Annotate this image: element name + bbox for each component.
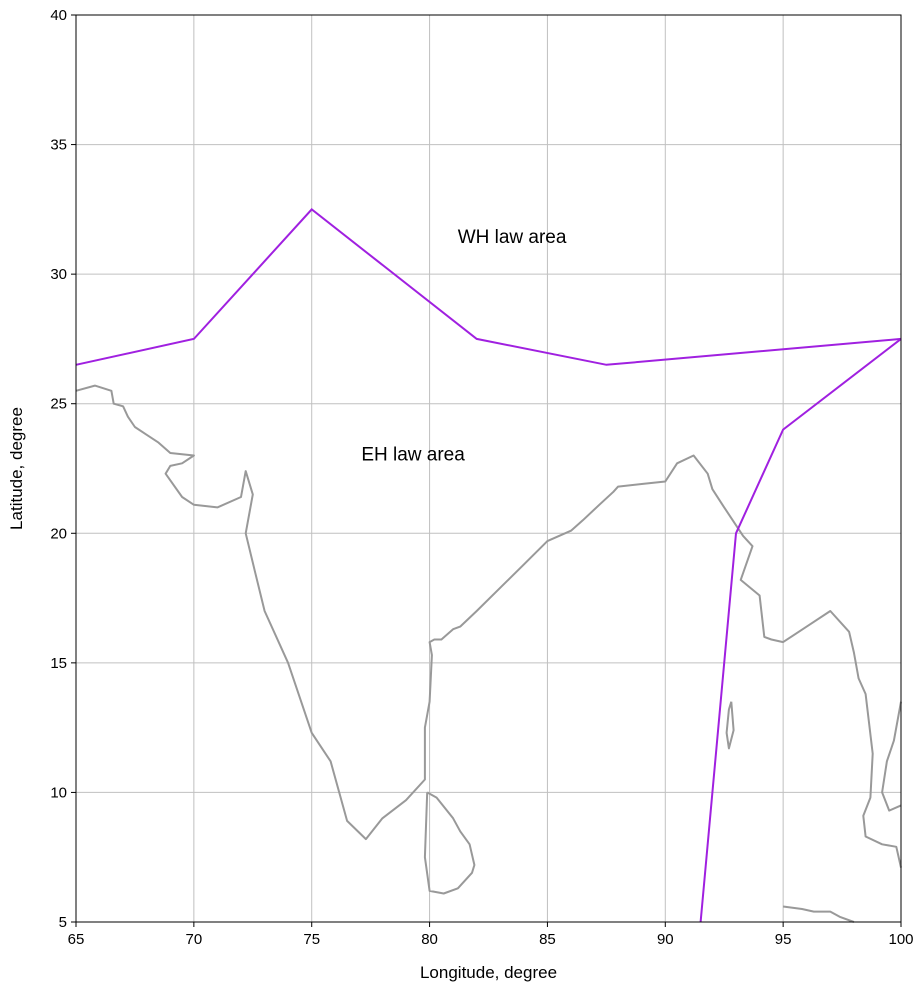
x-axis-ticks: 65 70 75 80 85 90 95 100 bbox=[68, 922, 914, 948]
plot-frame bbox=[75, 14, 902, 923]
law-boundary-line bbox=[75, 208, 902, 366]
x-tick-label: 85 bbox=[539, 931, 556, 948]
annotations: WH law area EH law area bbox=[361, 227, 567, 466]
x-axis-label: Longitude, degree bbox=[420, 963, 557, 982]
gridlines bbox=[75, 14, 902, 923]
coastline-layer bbox=[75, 384, 902, 923]
y-tick-label: 15 bbox=[50, 655, 67, 672]
y-tick-label: 40 bbox=[50, 7, 67, 24]
x-tick-label: 65 bbox=[68, 931, 85, 948]
y-tick-label: 20 bbox=[50, 525, 67, 542]
x-tick-label: 80 bbox=[421, 931, 438, 948]
y-tick-label: 25 bbox=[50, 396, 67, 413]
y-axis-label: Latitude, degree bbox=[7, 407, 26, 530]
x-tick-label: 70 bbox=[186, 931, 203, 948]
y-axis-ticks: 5 10 15 20 25 30 35 40 bbox=[50, 7, 76, 931]
x-tick-label: 90 bbox=[657, 931, 674, 948]
coastline bbox=[782, 905, 855, 923]
y-tick-label: 35 bbox=[50, 137, 67, 154]
x-tick-label: 75 bbox=[303, 931, 320, 948]
y-tick-label: 30 bbox=[50, 266, 67, 283]
coastline bbox=[725, 701, 735, 750]
x-tick-label: 100 bbox=[888, 931, 913, 948]
y-tick-label: 10 bbox=[50, 784, 67, 801]
x-tick-label: 95 bbox=[775, 931, 792, 948]
law-boundary-line bbox=[699, 338, 902, 923]
coastline bbox=[75, 384, 902, 868]
law-boundary-layer bbox=[75, 208, 902, 923]
y-tick-label: 5 bbox=[59, 914, 67, 931]
annotation-label: WH law area bbox=[458, 227, 567, 248]
annotation-label: EH law area bbox=[361, 445, 465, 466]
coastline bbox=[423, 791, 476, 895]
coastline bbox=[881, 701, 902, 812]
